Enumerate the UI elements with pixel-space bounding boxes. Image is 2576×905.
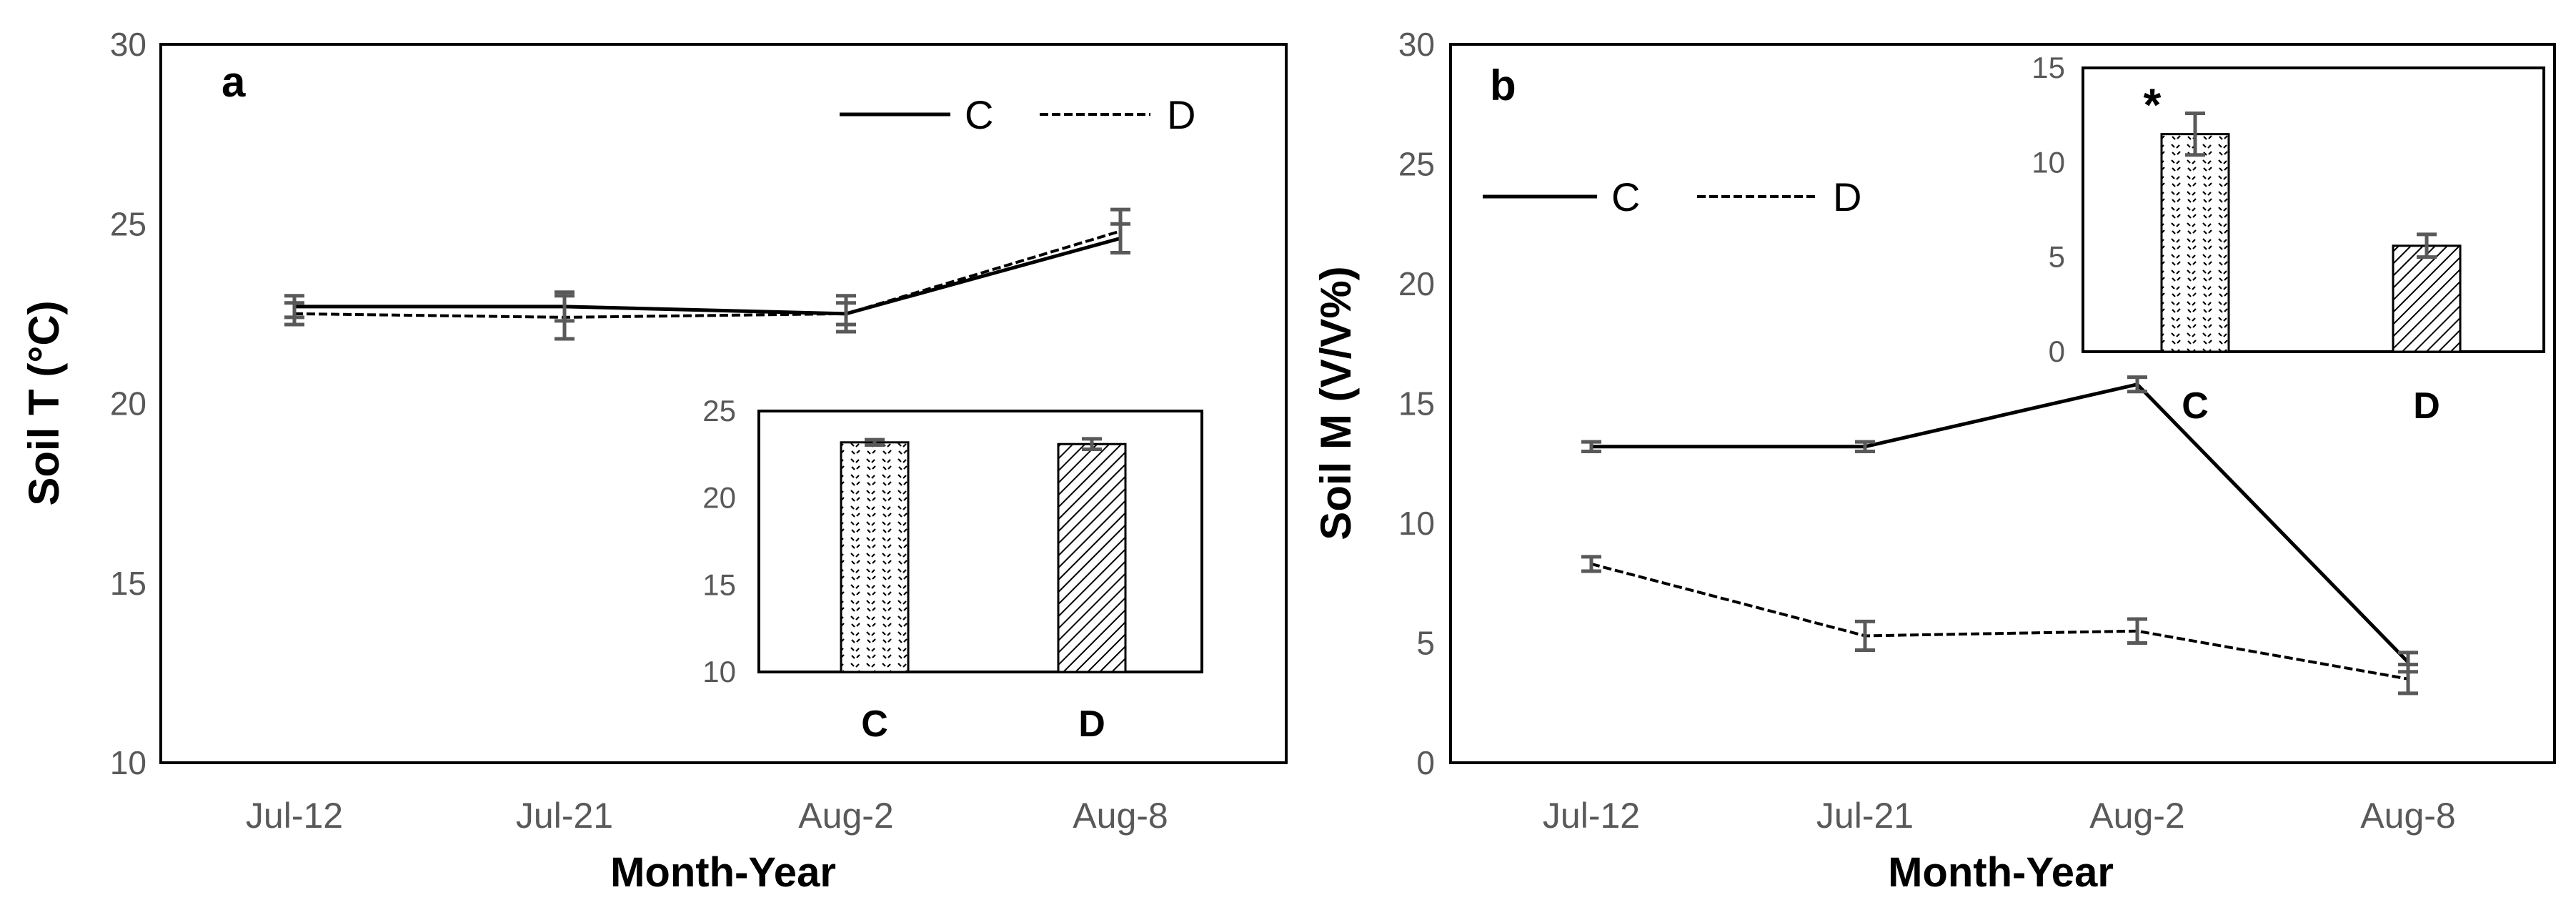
inset-error-bar xyxy=(2185,112,2205,157)
y-tick-label: 15 xyxy=(1398,385,1435,422)
panel-b-legend: C D xyxy=(1483,174,1861,219)
y-tick-label: 30 xyxy=(1398,26,1435,63)
panel-a-x-label: Month-Year xyxy=(610,849,836,896)
error-bar xyxy=(284,301,304,327)
x-tick-label: Aug-2 xyxy=(2089,796,2184,836)
panel-b-label: b xyxy=(1490,61,1516,109)
y-tick-label: 0 xyxy=(1416,744,1435,781)
panel-b-inset-frame xyxy=(2082,66,2545,353)
series-line-d xyxy=(294,229,1121,319)
legend-c-label: C xyxy=(965,92,993,137)
y-tick-label: 25 xyxy=(110,205,146,242)
error-bar xyxy=(1581,440,1601,453)
panel-a-series xyxy=(284,207,1130,341)
inset-y-tick-label: 10 xyxy=(2032,145,2065,179)
legend-c-label: C xyxy=(1611,174,1640,219)
legend-d-label: D xyxy=(1167,92,1195,137)
panel-a-legend: C D xyxy=(840,92,1195,137)
y-tick-label: 20 xyxy=(1398,265,1435,302)
panel-a-inset: 10 15 20 25 C D xyxy=(702,394,1203,745)
series-line-d xyxy=(1591,563,2409,681)
legend-d-label: D xyxy=(1833,174,1861,219)
error-bar xyxy=(1581,555,1601,573)
inset-category-label: D xyxy=(1078,703,1105,745)
error-bar xyxy=(1855,440,1875,453)
panel-a-y-label: Soil T (°C) xyxy=(20,300,68,505)
inset-category-label: D xyxy=(2413,385,2440,427)
inset-y-tick-label: 5 xyxy=(2049,240,2065,274)
inset-y-tick-label: 15 xyxy=(702,568,736,601)
panel-a-plot-frame xyxy=(159,43,1288,764)
inset-bar-c xyxy=(840,441,910,673)
error-bar xyxy=(836,294,856,334)
panel-a-x-ticks: Jul-12 Jul-21 Aug-2 Aug-8 xyxy=(246,796,1168,836)
panel-a-label: a xyxy=(222,58,246,106)
panel-b-inset: 0 5 10 15 C D * xyxy=(2032,51,2545,427)
x-tick-label: Jul-21 xyxy=(1816,796,1914,836)
error-bar xyxy=(1855,619,1875,653)
inset-bar-d xyxy=(1057,442,1127,673)
inset-bar-d xyxy=(2392,244,2462,353)
significance-marker: * xyxy=(2144,79,2162,131)
inset-y-tick-label: 15 xyxy=(2032,51,2065,84)
inset-error-bar xyxy=(865,437,885,447)
error-bar xyxy=(2127,375,2147,394)
panel-b-series xyxy=(1581,375,2418,696)
panel-b-x-ticks: Jul-12 Jul-21 Aug-2 Aug-8 xyxy=(1543,796,2456,836)
series-line-c xyxy=(294,236,1121,316)
inset-y-tick-label: 20 xyxy=(702,481,736,515)
panel-b-plot-frame xyxy=(1449,43,2556,764)
inset-bar-c xyxy=(2160,133,2230,353)
x-tick-label: Jul-21 xyxy=(516,796,613,836)
x-tick-label: Jul-12 xyxy=(246,796,343,836)
error-bar xyxy=(2398,663,2418,696)
series-line-c xyxy=(1591,382,2410,664)
panel-b-y-label: Soil M (V/V%) xyxy=(1312,266,1360,540)
inset-error-bar xyxy=(2417,232,2437,259)
x-tick-label: Jul-12 xyxy=(1543,796,1640,836)
panel-b-x-label: Month-Year xyxy=(1888,849,2114,896)
panel-b: 0 5 10 15 20 25 30 Jul-12 Jul-21 Aug-2 Aug-8 b C … xyxy=(1312,26,2556,896)
inset-error-bar xyxy=(1082,437,1102,452)
y-tick-label: 20 xyxy=(110,385,146,422)
inset-category-label: C xyxy=(2182,385,2209,427)
inset-y-tick-label: 10 xyxy=(702,655,736,688)
x-tick-label: Aug-8 xyxy=(1073,796,1168,836)
y-tick-label: 5 xyxy=(1416,625,1435,662)
inset-y-tick-label: 25 xyxy=(702,394,736,427)
x-tick-label: Aug-8 xyxy=(2360,796,2455,836)
panel-a-inset-frame xyxy=(757,410,1203,673)
inset-category-label: C xyxy=(861,703,888,745)
y-tick-label: 25 xyxy=(1398,146,1435,183)
y-tick-label: 10 xyxy=(1398,505,1435,542)
y-tick-label: 10 xyxy=(110,744,146,781)
x-tick-label: Aug-2 xyxy=(798,796,893,836)
y-tick-label: 30 xyxy=(110,26,146,63)
y-tick-label: 15 xyxy=(110,565,146,602)
inset-y-tick-label: 0 xyxy=(2049,335,2065,368)
error-bar xyxy=(555,294,575,341)
panel-a-y-ticks: 10 15 20 25 30 xyxy=(110,26,146,781)
panel-b-y-ticks: 0 5 10 15 20 25 30 xyxy=(1398,26,1435,781)
error-bar xyxy=(2127,617,2147,645)
error-bar xyxy=(1110,207,1130,254)
